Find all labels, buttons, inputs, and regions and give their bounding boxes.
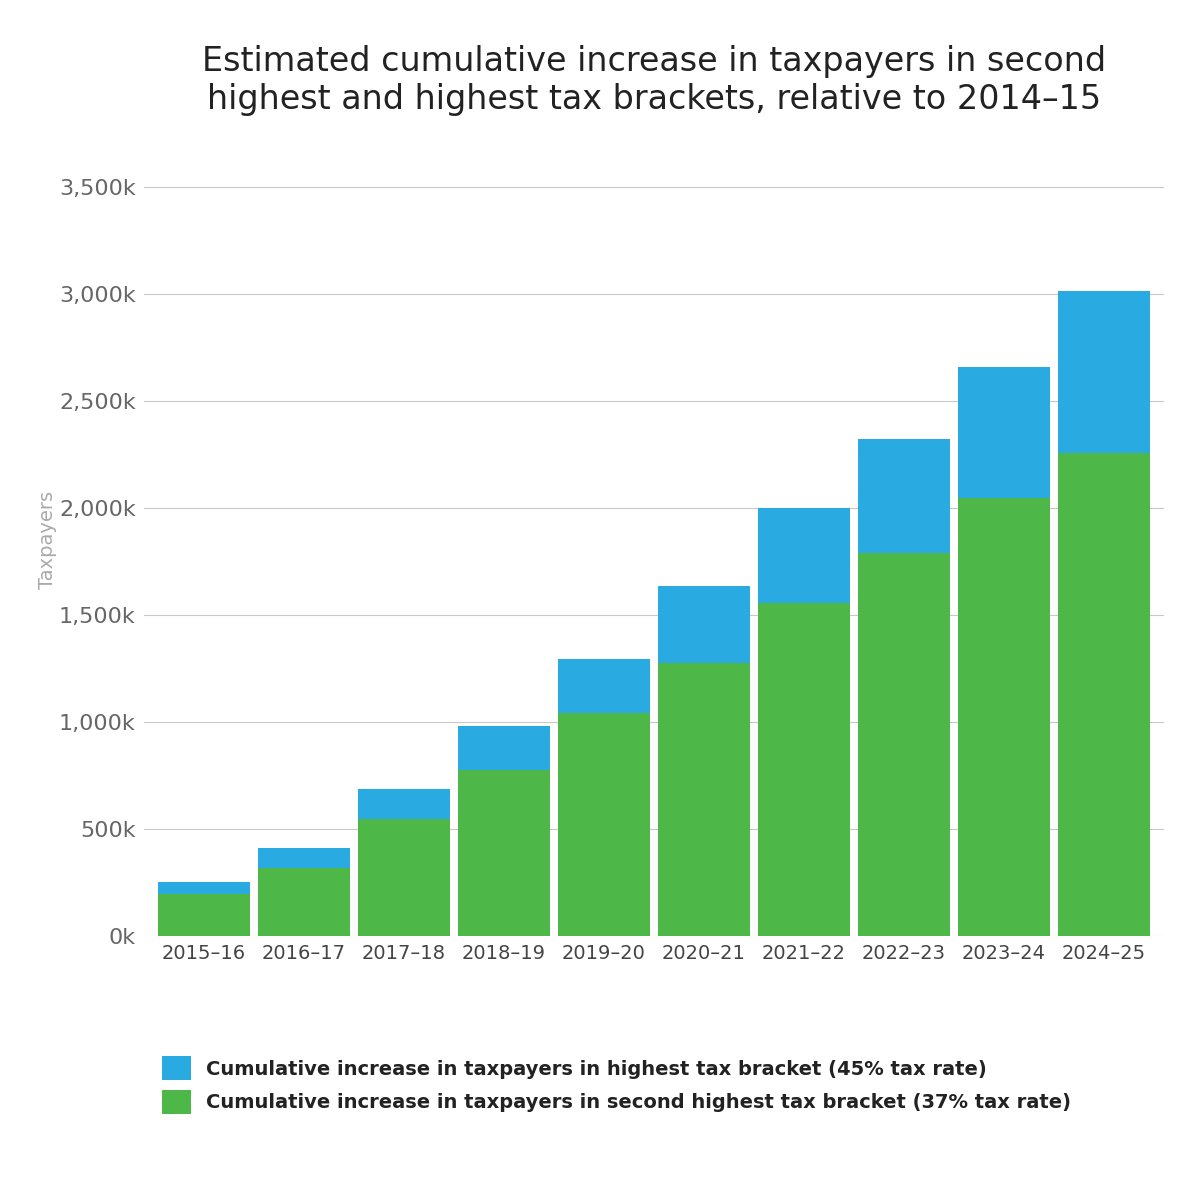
Bar: [258, 868, 350, 936]
Bar: [658, 664, 750, 936]
Bar: [558, 659, 650, 713]
Bar: [1058, 454, 1150, 936]
Bar: [558, 713, 650, 936]
Bar: [858, 439, 950, 553]
Bar: [258, 848, 350, 868]
Bar: [458, 770, 550, 936]
Bar: [758, 604, 850, 936]
Bar: [958, 498, 1050, 936]
Bar: [958, 367, 1050, 498]
Bar: [758, 508, 850, 604]
Title: Estimated cumulative increase in taxpayers in second
highest and highest tax bra: Estimated cumulative increase in taxpaye…: [202, 46, 1106, 116]
Bar: [1058, 290, 1150, 454]
Bar: [358, 790, 450, 820]
Bar: [658, 586, 750, 664]
Bar: [858, 553, 950, 936]
Legend: Cumulative increase in taxpayers in highest tax bracket (45% tax rate), Cumulati: Cumulative increase in taxpayers in high…: [154, 1049, 1079, 1122]
Bar: [158, 894, 250, 936]
Bar: [458, 726, 550, 770]
Y-axis label: Taxpayers: Taxpayers: [38, 491, 58, 589]
Bar: [358, 820, 450, 936]
Bar: [158, 882, 250, 894]
